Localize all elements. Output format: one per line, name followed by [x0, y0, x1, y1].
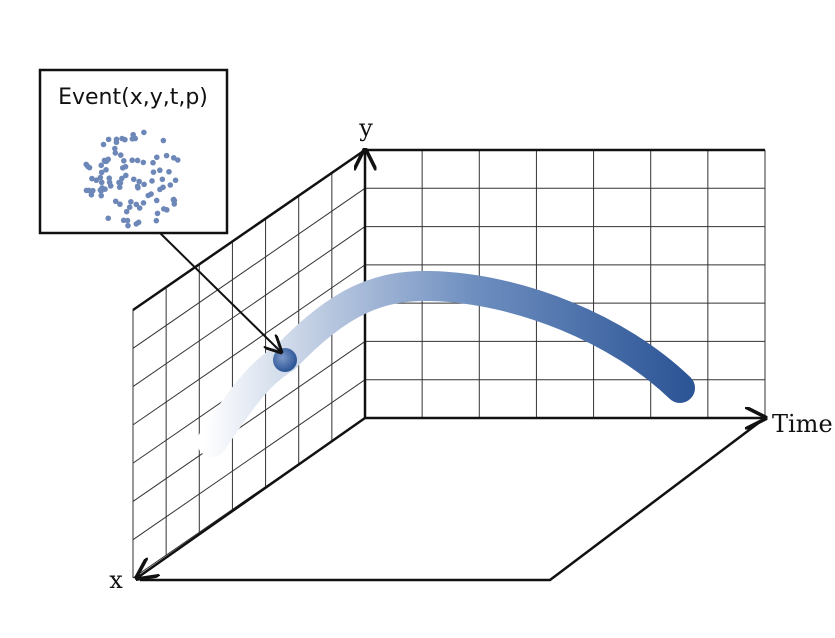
- event-dot: [101, 157, 108, 164]
- side-grid-line: [132, 379, 366, 541]
- time-axis-label: Time: [772, 410, 833, 438]
- event-dot: [102, 186, 108, 192]
- event-dot: [117, 180, 124, 186]
- event-dot: [126, 204, 133, 210]
- event-dot: [121, 158, 127, 164]
- event-dot: [141, 129, 147, 136]
- event-dot: [129, 135, 136, 142]
- event-dot: [98, 179, 105, 186]
- event-dot: [103, 166, 109, 173]
- event-dot: [160, 137, 167, 144]
- event-dot: [105, 136, 112, 143]
- event-dot: [149, 178, 155, 184]
- event-dot: [100, 141, 107, 148]
- side-wall-top: [132, 148, 366, 312]
- event-dot: [159, 176, 166, 183]
- event-dot: [136, 205, 143, 211]
- event-dot: [123, 172, 129, 179]
- event-dot: [133, 201, 140, 208]
- event-dot: [134, 183, 141, 190]
- event-dot: [83, 161, 89, 168]
- event-dot: [157, 167, 163, 174]
- event-dot: [119, 165, 126, 171]
- event-dot: [117, 201, 123, 208]
- y-axis-label: y: [358, 114, 373, 142]
- event-dot: [136, 178, 142, 185]
- event-dot: [140, 200, 147, 206]
- event-dot: [83, 187, 90, 194]
- event-dot: [125, 222, 131, 229]
- event-dot: [112, 145, 118, 152]
- event-dot: [166, 168, 172, 175]
- event-dot: [105, 215, 112, 222]
- event-dot: [141, 181, 147, 188]
- event-dot: [171, 201, 178, 207]
- event-dot: [135, 219, 142, 226]
- event-dot: [93, 177, 100, 184]
- x-axis: [137, 416, 366, 578]
- event-dot: [129, 157, 136, 164]
- event-dot: [116, 184, 123, 191]
- event-dot: [172, 177, 179, 184]
- event-dot: [98, 169, 105, 176]
- event-dot: [98, 162, 105, 169]
- x-axis-label: x: [109, 566, 123, 594]
- event-dot: [134, 157, 141, 164]
- event-dot: [117, 152, 124, 158]
- event-dot: [170, 155, 177, 161]
- event-dot: [154, 154, 160, 161]
- side-grid-line: [132, 264, 366, 426]
- event-dot: [170, 196, 177, 203]
- callout-arrow: [159, 232, 281, 352]
- event-dot: [153, 217, 160, 224]
- event-dot: [128, 198, 134, 205]
- event-dot: [150, 169, 157, 175]
- event-dot: [157, 186, 163, 193]
- event-dot: [145, 192, 152, 199]
- event-dot: [154, 210, 161, 217]
- event-dot: [130, 176, 137, 183]
- event-point: [273, 348, 297, 372]
- floor-edge: [140, 417, 766, 582]
- event-dot: [106, 175, 113, 182]
- callout-label: Event(x,y,t,p): [58, 85, 208, 110]
- event-dots: [83, 129, 181, 229]
- event-dot: [163, 152, 170, 159]
- event-dot: [122, 136, 128, 143]
- side-grid-line: [132, 226, 366, 387]
- event-dot: [123, 208, 130, 215]
- event-dot: [124, 217, 131, 224]
- event-dot: [164, 207, 170, 213]
- event-dot: [113, 136, 120, 143]
- event-dot: [97, 174, 104, 181]
- event-dot: [112, 198, 119, 205]
- event-dot: [98, 192, 105, 199]
- event-dot: [112, 150, 119, 156]
- callout-box: [38, 68, 229, 235]
- event-trajectory: [197, 270, 695, 457]
- event-dot: [90, 187, 96, 194]
- side-grid-line: [132, 341, 366, 502]
- event-dot: [106, 179, 113, 186]
- event-dot: [150, 159, 156, 166]
- event-dot: [89, 175, 95, 182]
- side-grid-line: [132, 187, 366, 349]
- event-dot: [167, 182, 174, 188]
- event-dot: [119, 175, 125, 182]
- event-dot: [153, 197, 160, 204]
- event-dot: [140, 159, 147, 166]
- event-dot: [130, 131, 136, 138]
